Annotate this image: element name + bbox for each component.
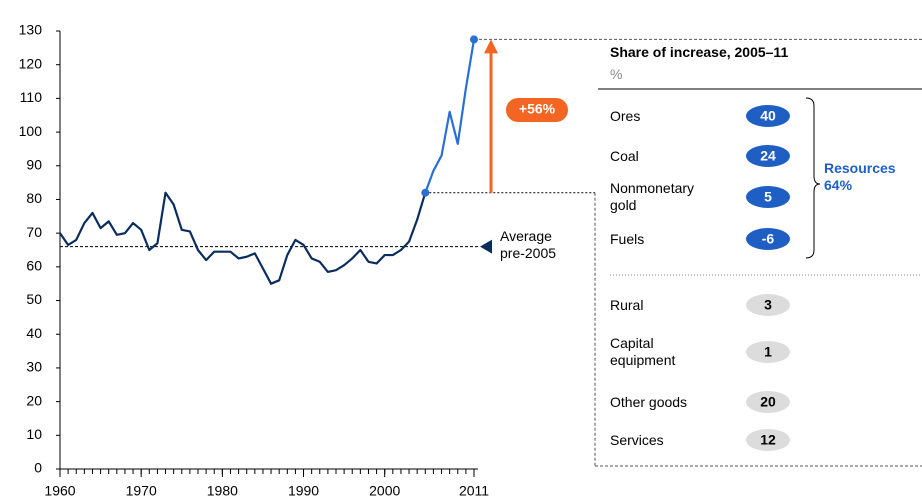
y-tick-label: 60: [26, 258, 42, 274]
y-tick-label: 20: [26, 392, 42, 408]
change-arrowhead: [484, 39, 498, 54]
group-name: Resources: [824, 160, 896, 176]
x-tick-label: 1960: [44, 483, 75, 499]
x-tick-label: 2011: [459, 483, 489, 499]
value-badge: [746, 294, 790, 316]
value-badge: [746, 105, 790, 127]
highlight-point: [421, 188, 430, 197]
y-tick-label: 110: [20, 89, 43, 105]
item-label: Services: [610, 431, 664, 448]
y-tick-label: 130: [19, 22, 43, 38]
value-label: 40: [760, 108, 776, 124]
y-tick-label: 100: [19, 123, 43, 139]
value-badge: [746, 391, 790, 413]
reference-label: Average pre-2005: [500, 227, 557, 261]
item-label: Nonmonetary gold: [610, 180, 695, 213]
group-brace: [805, 97, 821, 259]
value-label: 3: [764, 297, 772, 313]
panel-title: Share of increase, 2005–11: [610, 44, 789, 60]
value-label: 24: [760, 148, 776, 164]
value-badge: [746, 429, 790, 451]
highlight-point: [470, 35, 478, 44]
y-tick-label: 80: [26, 190, 42, 206]
item-label: Fuels: [610, 230, 645, 247]
item-label: Ores: [610, 107, 641, 124]
y-tick-label: 70: [26, 224, 42, 240]
y-tick-label: 120: [19, 55, 43, 71]
group-value: 64%: [824, 177, 853, 193]
item-label: Capital equipment: [610, 335, 676, 368]
x-tick-label: 1980: [207, 483, 238, 499]
value-badge: [746, 145, 790, 167]
value-label: -6: [762, 231, 775, 247]
change-badge: [506, 98, 568, 122]
value-label: 20: [760, 394, 776, 410]
x-tick-label: 2000: [369, 483, 400, 499]
y-tick-label: 0: [34, 460, 42, 476]
x-tick-label: 1990: [288, 483, 319, 499]
value-label: 1: [764, 344, 772, 360]
y-tick-label: 50: [26, 291, 42, 307]
x-tick-label: 1970: [126, 483, 157, 499]
value-badge: [746, 341, 790, 363]
value-badge: [746, 228, 790, 250]
line-series-highlight: [424, 39, 476, 194]
line-series: [59, 191, 427, 285]
item-label: Coal: [610, 147, 639, 164]
panel-unit: %: [610, 66, 623, 82]
item-label: Other goods: [610, 393, 688, 410]
y-tick-label: 10: [26, 426, 42, 442]
item-label: Rural: [610, 296, 644, 313]
y-tick-label: 40: [26, 325, 42, 341]
y-tick-label: 90: [26, 156, 42, 172]
y-tick-label: 30: [26, 359, 42, 375]
change-label: +56%: [519, 101, 556, 117]
value-badge: [746, 186, 790, 208]
value-label: 12: [760, 432, 776, 448]
reference-marker: [480, 239, 492, 254]
value-label: 5: [764, 189, 772, 205]
